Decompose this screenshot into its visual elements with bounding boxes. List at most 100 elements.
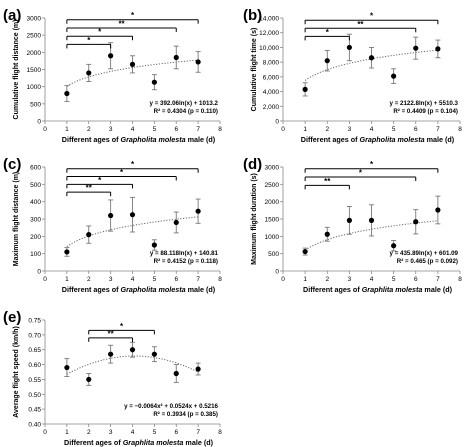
data-point [64,364,70,371]
y-tick-label: 2000 [265,199,280,206]
significance-label: * [131,11,135,20]
data-point [195,59,201,65]
data-point [435,207,441,213]
significance-label: * [120,322,124,331]
regression-equation: R² = 0.4409 (p = 0.104) [393,108,458,115]
regression-equation: y = 88.118ln(x) + 140.81 [150,250,219,257]
significance-label: * [326,28,330,37]
significance-label: * [370,12,374,21]
panel-label: (e) [3,309,21,326]
x-tick-label: 4 [370,126,374,133]
significance-label: * [131,160,135,169]
regression-equation: R² = 0.4152 (p = 0.118) [154,258,218,265]
regression-equation: R² = 0.465 (p = 0.092) [397,258,458,265]
y-axis-label: Maximum flight distance (m) [13,172,20,267]
y-tick-label: 1500 [265,217,280,224]
data-point [346,217,352,223]
trendline [66,355,199,375]
x-tick-label: 7 [196,276,200,283]
regression-equation: y = 392.06ln(x) + 1013.2 [150,100,219,107]
panel-label: (d) [243,156,262,173]
x-axis-label: Different ages of Grapholita molesta mal… [301,135,455,144]
x-tick-label: 4 [131,126,135,133]
x-tick-label: 5 [153,276,157,283]
regression-equation: y = −0.0064x² + 0.0524x + 0.5216 [124,403,218,410]
y-tick-label: 400 [30,199,41,206]
x-tick-label: 8 [458,276,462,283]
x-tick-label: 1 [65,276,69,283]
x-tick-label: 3 [109,126,113,133]
regression-equation: y = 435.89ln(x) + 601.09 [390,250,459,257]
y-tick-label: 8,000 [263,60,280,67]
data-point [129,212,136,218]
y-axis-label: Cumulative flight distance (m) [13,20,20,120]
y-axis-label: Maximum flight duration (s) [251,173,258,265]
x-tick-label: 0 [43,126,47,133]
significance-label: * [87,36,91,45]
x-tick-label: 2 [87,429,91,436]
x-tick-label: 5 [153,429,157,436]
x-axis-label: Different ages of Graphlita molesta male… [64,438,214,447]
data-point [302,86,308,92]
panel-b: (b) 0 2,000 4,000 6,000 8,000 10,000 12,000 14,0… [243,7,462,144]
data-point [86,232,92,238]
data-point [86,376,92,383]
x-tick-label: 8 [218,429,222,436]
y-tick-label: 1000 [27,84,42,91]
y-axis-label: Average flight speed (km/h) [13,326,20,418]
y-tick-label: 14,000 [259,16,279,23]
x-tick-label: 6 [414,276,418,283]
y-tick-label: 0.55 [28,377,41,384]
x-tick-label: 0 [43,276,47,283]
data-point [346,44,352,51]
x-tick-label: 6 [414,126,418,133]
y-tick-label: 0.50 [28,392,41,399]
data-point [64,249,70,255]
data-point [129,61,136,67]
data-point [368,55,375,61]
x-axis-label: Different ages of Grapholita molesta mal… [62,135,216,144]
x-tick-label: 4 [131,276,135,283]
x-tick-label: 7 [196,429,200,436]
x-tick-label: 1 [65,429,69,436]
y-tick-label: 0 [275,269,279,276]
data-point [324,231,330,237]
y-tick-label: 0.65 [28,347,41,354]
x-tick-label: 4 [370,276,374,283]
x-tick-label: 7 [196,126,200,133]
panel-a: (a) 0 500 1000 1500 2000 2500 3000 0 1 2 3 4 5 6 7 8Diff… [3,7,222,144]
significance-label: ** [86,184,93,193]
x-tick-label: 3 [348,276,352,283]
data-point [173,54,179,61]
data-point [129,347,136,353]
y-tick-label: 1000 [265,234,280,241]
data-point [173,370,179,377]
data-point [108,351,114,357]
x-tick-label: 0 [43,429,47,436]
y-tick-label: 6,000 [263,74,280,81]
y-tick-label: 100 [30,251,41,258]
y-tick-label: 300 [30,217,41,224]
x-tick-label: 5 [153,126,157,133]
x-tick-label: 6 [174,126,178,133]
y-tick-label: 2,000 [263,104,280,111]
data-point [391,73,397,79]
y-tick-label: 0.70 [28,332,41,339]
data-point [151,79,157,85]
significance-label: * [98,28,102,37]
significance-label: ** [108,329,115,338]
y-tick-label: 10,000 [259,45,279,52]
data-point [108,53,114,59]
x-tick-label: 1 [65,126,69,133]
x-axis-label: Different ages of Graphlita molesta male… [303,285,453,294]
y-tick-label: 12,000 [259,30,279,37]
x-tick-label: 1 [303,126,307,133]
regression-equation: R² = 0.3934 (p = 0.385) [153,411,218,418]
x-tick-label: 8 [458,126,462,133]
x-tick-label: 2 [325,126,329,133]
panel-label: (c) [3,156,21,173]
x-tick-label: 5 [392,126,396,133]
y-tick-label: 500 [268,251,279,258]
y-tick-label: 500 [30,101,41,108]
